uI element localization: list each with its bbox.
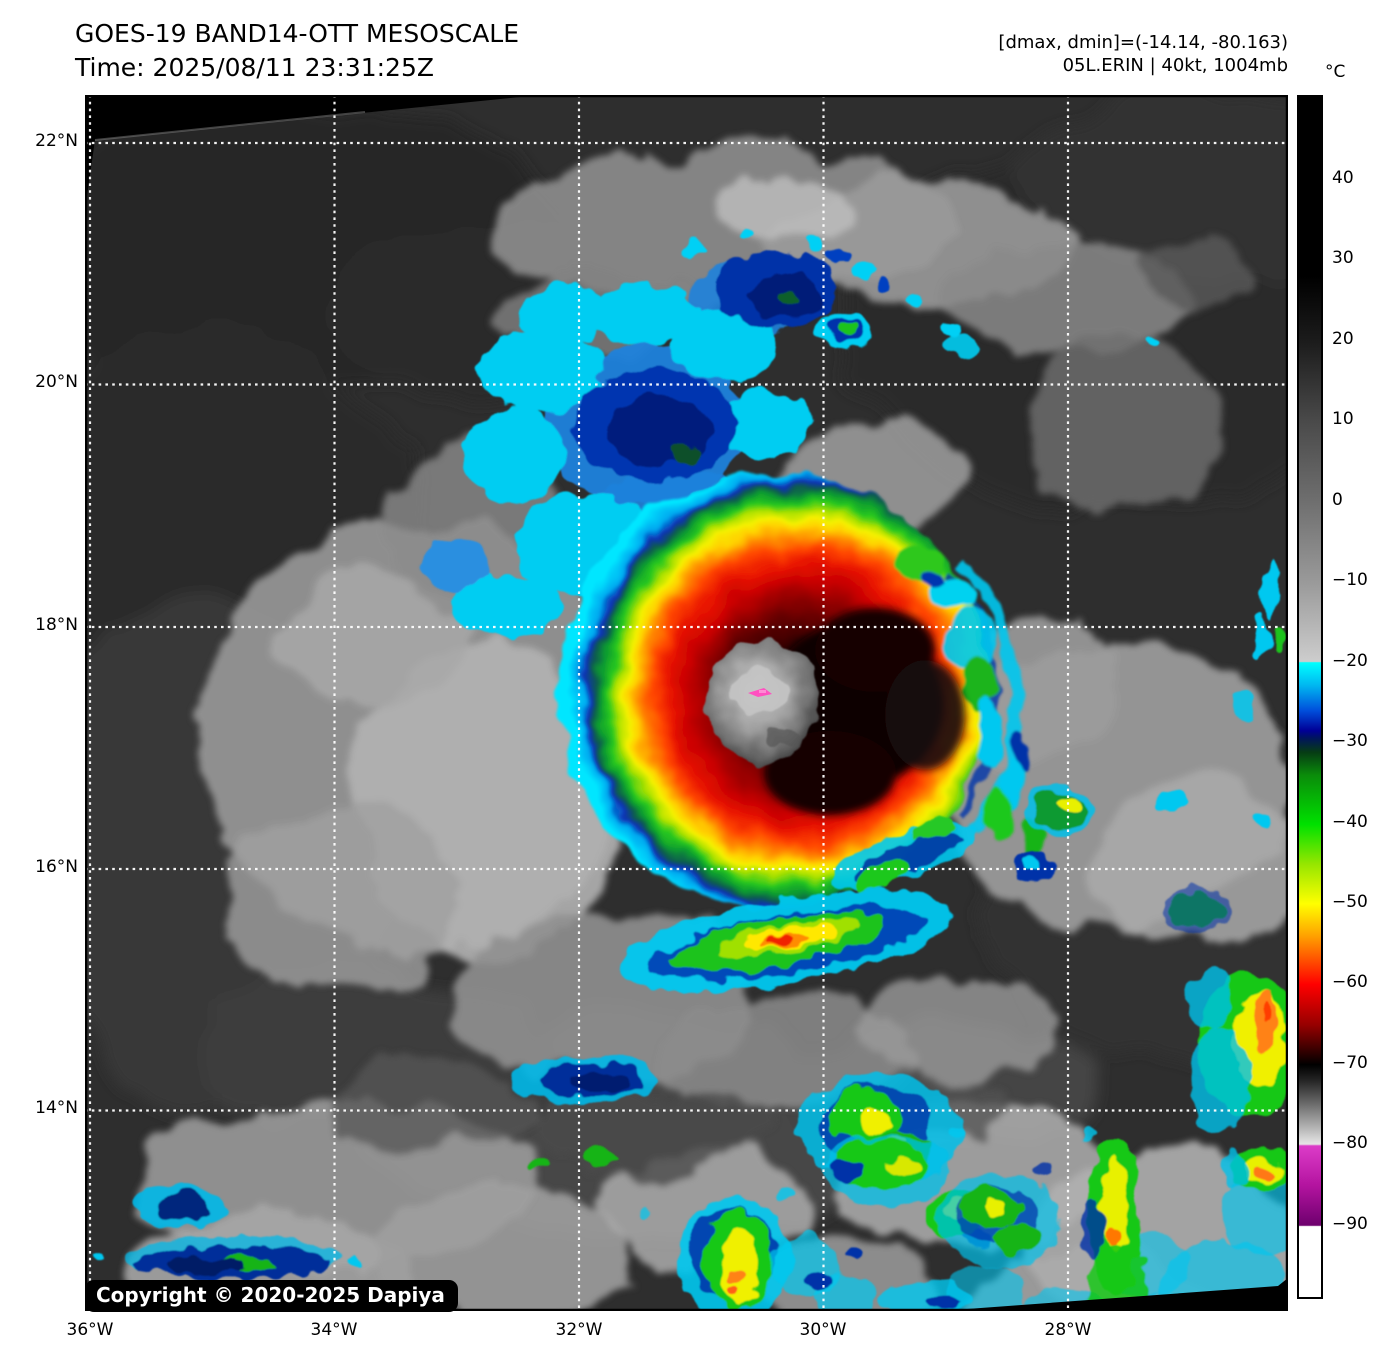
hurricane-eye: [706, 642, 820, 764]
south-convection-field: [91, 970, 1288, 1311]
dmax-dmin-readout: [dmax, dmin]=(-14.14, -80.163): [998, 32, 1288, 53]
temperature-colorbar: [1297, 95, 1323, 1299]
satellite-image: [85, 95, 1288, 1311]
colorbar-tick-m20: −20: [1332, 651, 1368, 671]
colorbar-tick-m70: −70: [1332, 1053, 1368, 1073]
colorbar-tick-30: 30: [1332, 248, 1354, 268]
east-convective-cells: [1013, 560, 1283, 932]
colorbar-tick-40: 40: [1332, 168, 1354, 188]
lon-label-30w: 30°W: [799, 1320, 847, 1340]
lat-label-16n: 16°N: [35, 857, 78, 877]
storm-center-marker: [748, 688, 772, 697]
colorbar-tick-m10: −10: [1332, 570, 1368, 590]
lon-label-34w: 34°W: [310, 1320, 358, 1340]
graticule-gridlines: [85, 95, 1288, 1311]
plot-timestamp: Time: 2025/08/11 23:31:25Z: [75, 53, 434, 82]
lat-label-20n: 20°N: [35, 372, 78, 392]
lat-label-22n: 22°N: [35, 131, 78, 151]
colorbar-tick-20: 20: [1332, 329, 1354, 349]
hurricane-cold-overcast: [764, 608, 965, 815]
lon-label-28w: 28°W: [1044, 1320, 1092, 1340]
axes-frame: [85, 95, 1288, 1311]
lat-label-14n: 14°N: [35, 1098, 78, 1118]
storm-info-readout: 05L.ERIN | 40kt, 1004mb: [1062, 55, 1288, 76]
southern-band: [513, 817, 977, 1104]
colorbar-tick-m50: −50: [1332, 892, 1368, 912]
colorbar-unit-label: °C: [1325, 62, 1346, 82]
copyright-badge: Copyright © 2020-2025 Dapiya: [85, 1280, 458, 1312]
lon-label-32w: 32°W: [555, 1320, 603, 1340]
satellite-map-canvas: [85, 95, 1288, 1311]
lat-label-18n: 18°N: [35, 615, 78, 635]
sector-edge-wedges: [85, 95, 1288, 1311]
colorbar-gradient: [1297, 95, 1323, 1299]
colorbar-tick-10: 10: [1332, 409, 1354, 429]
colorbar-tick-m40: −40: [1332, 812, 1368, 832]
colorbar-tick-m60: −60: [1332, 972, 1368, 992]
colorbar-tick-m30: −30: [1332, 731, 1368, 751]
colorbar-tick-m80: −80: [1332, 1133, 1368, 1153]
plot-title: GOES-19 BAND14-OTT MESOSCALE: [75, 19, 520, 48]
lon-label-36w: 36°W: [66, 1320, 114, 1340]
colorbar-tick-0: 0: [1332, 490, 1343, 510]
colorbar-tick-m90: −90: [1332, 1214, 1368, 1234]
